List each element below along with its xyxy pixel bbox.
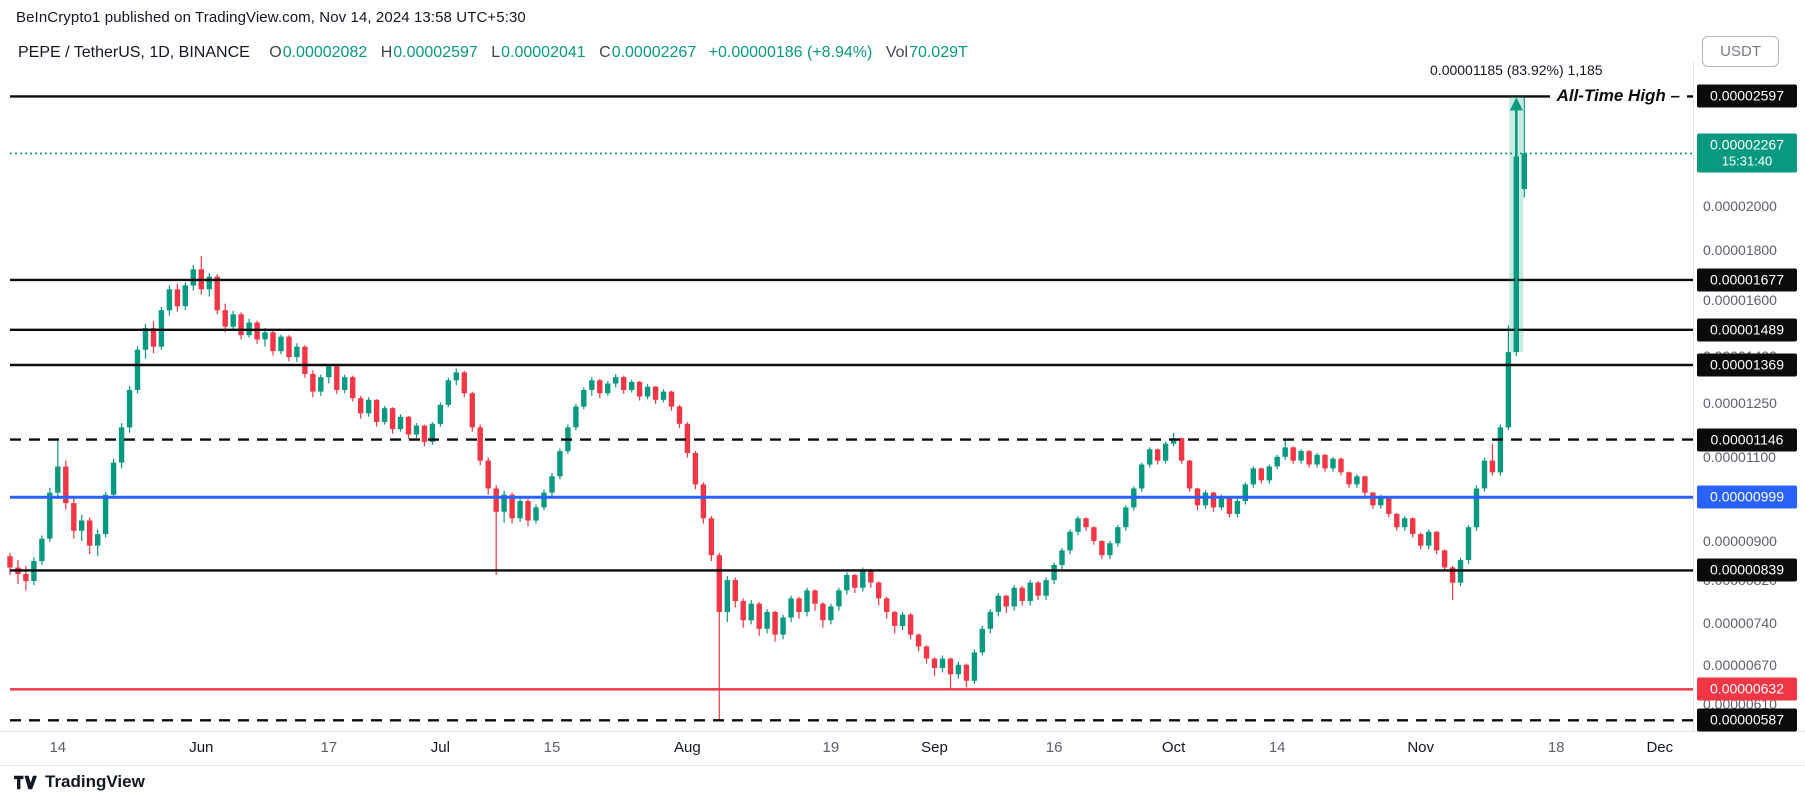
brand-name: TradingView (45, 772, 145, 791)
open-label: O (269, 44, 282, 61)
currency-toggle-button[interactable]: USDT (1702, 36, 1779, 67)
blue-level-price-label: 0.00000999 (1697, 485, 1797, 509)
symbol-title: PEPE / TetherUS, 1D, BINANCE (18, 44, 250, 61)
time-tick: 17 (320, 739, 338, 756)
price-tick: 0.00001100 (1703, 448, 1776, 465)
time-tick: 15 (543, 739, 561, 756)
high-value: 0.00002597 (393, 44, 478, 61)
candles-layer (7, 96, 1527, 720)
level-price-label: 0.00001146 (1697, 428, 1797, 452)
price-axis-border (1693, 62, 1694, 731)
time-tick: 14 (1268, 739, 1286, 756)
level-price-label: 0.00000839 (1697, 558, 1797, 582)
price-tick: 0.00001250 (1703, 395, 1777, 412)
price-tick: 0.00001800 (1703, 242, 1777, 259)
close-value: 0.00002267 (611, 44, 697, 61)
time-tick: Nov (1407, 739, 1435, 756)
price-tick: 0.00000670 (1703, 656, 1777, 673)
low-value: 0.00002041 (501, 44, 586, 61)
change-value: +0.00000186 (+8.94%) (708, 44, 873, 61)
measure-label: 0.00001185 (83.92%) 1,185 (1426, 61, 1607, 79)
horizontal-lines-layer (10, 95, 1693, 722)
price-tick: 0.00002000 (1703, 198, 1777, 214)
attribution-bar: BeInCrypto1 published on TradingView.com… (16, 9, 526, 26)
price-tick: 0.00000900 (1703, 533, 1777, 549)
close-label: C (599, 44, 611, 61)
ath-price-label: 0.00002597 (1697, 84, 1797, 108)
price-tick: 0.00000740 (1703, 615, 1777, 632)
level-price-label: 0.00001489 (1697, 318, 1797, 342)
time-tick: Jun (189, 739, 214, 756)
open-value: 0.00002082 (282, 44, 368, 61)
time-axis-border (0, 731, 1805, 732)
current-price-label: 0.00002267 15:31:40 (1697, 133, 1797, 173)
volume-value: 70.029T (909, 44, 968, 61)
level-price-label: 0.00000587 (1697, 708, 1797, 732)
level-price-label: 0.00001677 (1697, 268, 1797, 292)
time-tick: Jul (430, 739, 450, 756)
level-price-label: 0.00001369 (1697, 353, 1797, 377)
high-label: H (380, 44, 393, 61)
tradingview-logo-icon (14, 775, 37, 789)
red-level-price-label: 0.00000632 (1697, 677, 1797, 701)
low-label: L (491, 44, 501, 61)
time-tick: 18 (1547, 739, 1565, 756)
ath-label: All-Time High – (1549, 85, 1687, 108)
footer-brand[interactable]: TradingView (14, 772, 145, 792)
time-tick: Oct (1161, 739, 1186, 756)
time-tick: 14 (49, 739, 67, 756)
volume-label: Vol (885, 44, 909, 61)
measure-arrow[interactable] (1509, 96, 1524, 353)
footer-divider (0, 765, 1805, 766)
time-tick: Aug (674, 739, 701, 756)
time-tick: 16 (1045, 739, 1063, 756)
price-tick: 0.00001600 (1703, 291, 1777, 308)
price-axis[interactable]: 0.000020000.000018000.000016000.00001400… (1693, 0, 1805, 803)
time-tick: Dec (1646, 739, 1674, 756)
chart-legend[interactable]: PEPE / TetherUS, 1D, BINANCE O0.00002082… (18, 44, 968, 62)
time-tick: Sep (921, 739, 948, 756)
time-axis[interactable]: 14 Jun 17 Jul 15 Aug 19 Sep 16 Oct 14 Nov 18 Dec (0, 731, 1693, 763)
time-tick: 19 (822, 739, 840, 756)
